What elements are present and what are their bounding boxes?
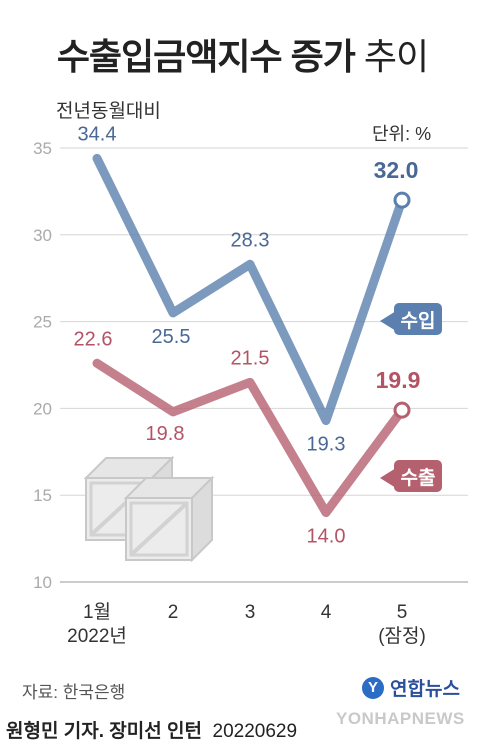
x-tick-label: 3	[245, 602, 256, 623]
source-note: 자료: 한국은행	[22, 683, 126, 702]
series-endpoint-수입	[393, 191, 411, 209]
series-tag-pointer	[380, 311, 396, 331]
data-label: 19.8	[146, 423, 185, 445]
y-tick-label: 25	[33, 313, 52, 332]
unit-label: 단위: %	[372, 124, 432, 144]
data-label: 19.3	[307, 434, 346, 456]
x-tick-label: 4	[321, 602, 332, 623]
x-tick-label: 2022년	[67, 625, 127, 647]
y-tick-label: 30	[33, 226, 52, 245]
data-label: 19.9	[376, 367, 421, 393]
y-tick-label: 10	[33, 573, 52, 592]
x-tick-label: 1월	[83, 601, 111, 623]
watermark: YONHAPNEWS	[336, 709, 465, 728]
series-tag-pointer	[380, 468, 396, 488]
series-endpoint-수출	[393, 401, 411, 419]
yonhap-logo-icon: Y	[362, 676, 384, 699]
series-tag-box	[394, 460, 442, 492]
x-tick-label: 2	[168, 602, 179, 623]
series-tag-box	[394, 303, 442, 335]
data-label: 21.5	[231, 347, 270, 369]
crate-frame	[129, 501, 189, 557]
y-tick-label: 20	[33, 399, 52, 418]
yonhap-logo: Y 연합뉴스	[362, 674, 460, 701]
chart-title: 수출입금액지수 증가 추이	[56, 36, 429, 77]
crate	[123, 475, 215, 563]
series-tag-label: 수출	[401, 467, 436, 489]
crate-brace	[130, 502, 188, 556]
chart-subtitle: 전년동월대비	[56, 101, 161, 122]
data-label: 32.0	[374, 157, 419, 183]
series-tag-수입: 수입	[380, 303, 442, 335]
data-label: 34.4	[78, 123, 117, 145]
series-line-수출	[92, 358, 407, 518]
x-tick-label: (잠정)	[378, 625, 426, 647]
data-label: 28.3	[231, 229, 270, 251]
credit-line: 원형민 기자. 장미선 인턴 20220629	[6, 721, 298, 742]
series-tag-수출: 수출	[380, 460, 442, 492]
crate-icon	[83, 455, 215, 563]
data-label: 25.5	[152, 326, 191, 348]
data-label: 22.6	[74, 328, 113, 350]
data-label: 14.0	[307, 526, 346, 548]
y-tick-label: 35	[33, 139, 52, 158]
series-tag-label: 수입	[401, 310, 436, 332]
x-tick-label: 5	[397, 602, 408, 623]
y-tick-label: 15	[33, 486, 52, 505]
series-line-수입	[92, 153, 407, 426]
